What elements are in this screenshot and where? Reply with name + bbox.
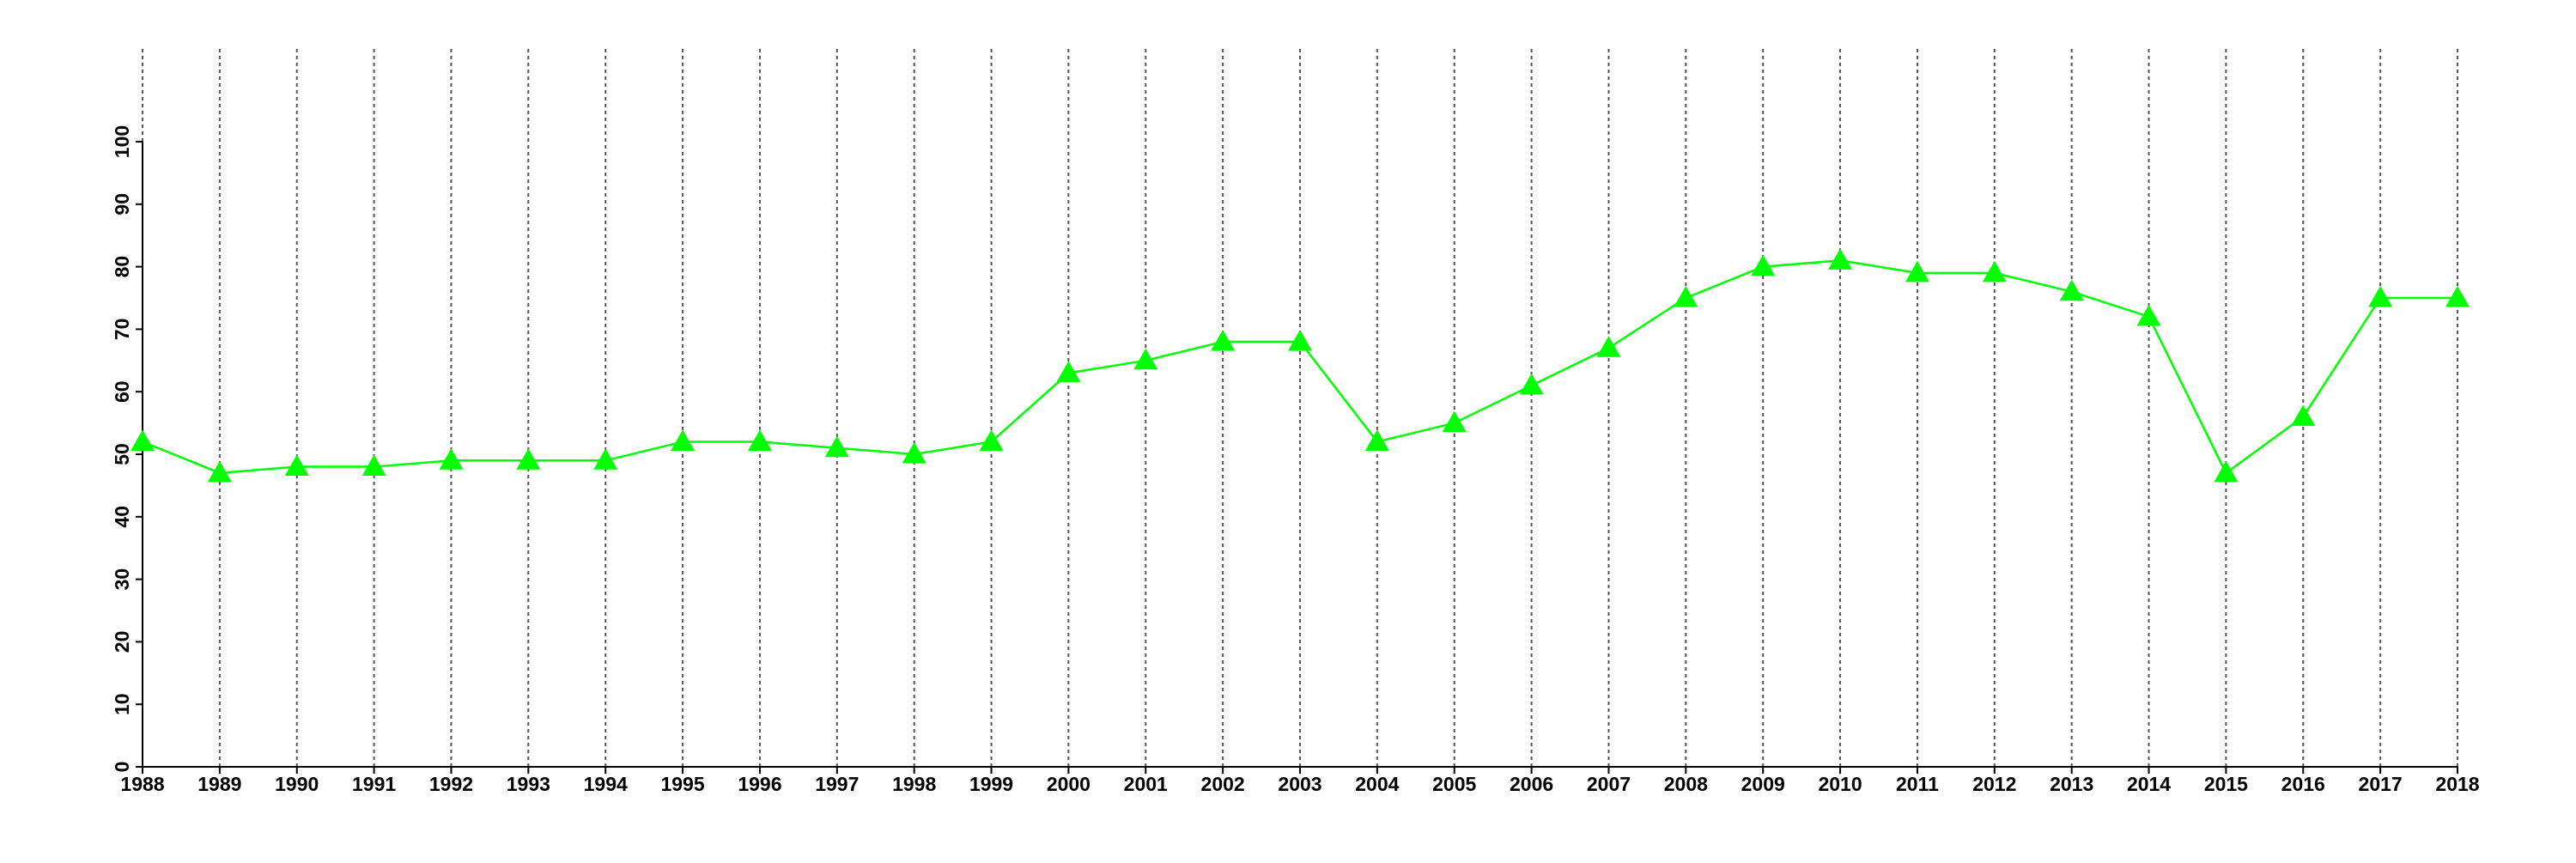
y-tick-label: 40 <box>111 506 133 528</box>
marker <box>2214 460 2239 483</box>
x-tick-label: 2005 <box>1432 773 1476 795</box>
x-tick-label: 2000 <box>1047 773 1091 795</box>
marker <box>361 454 386 477</box>
marker <box>2059 279 2084 301</box>
x-tick-label: 2002 <box>1201 773 1245 795</box>
marker <box>439 448 464 470</box>
y-tick-label: 0 <box>111 762 133 773</box>
marker <box>979 429 1004 451</box>
marker <box>1056 361 1081 382</box>
marker <box>1905 260 1929 283</box>
x-tick-label: 1998 <box>892 773 936 795</box>
marker <box>902 442 927 464</box>
marker <box>1211 329 1236 351</box>
x-tick-label: 2017 <box>2359 773 2403 795</box>
y-tick-label: 60 <box>111 380 133 403</box>
x-tick-label: 1996 <box>738 773 781 795</box>
x-tick-label: 2010 <box>1818 773 1862 795</box>
marker <box>1828 248 1853 270</box>
marker <box>593 448 618 470</box>
x-tick-label: 1997 <box>815 773 859 795</box>
x-tick-label: 2001 <box>1124 773 1168 795</box>
y-tick-label: 50 <box>111 443 133 465</box>
marker <box>2445 286 2470 307</box>
x-tick-label: 1995 <box>660 773 704 795</box>
y-tick-label: 10 <box>111 693 133 715</box>
marker <box>131 429 155 451</box>
x-tick-label: 1988 <box>120 773 164 795</box>
marker <box>1674 286 1698 307</box>
y-tick-label: 80 <box>111 256 133 278</box>
x-tick-label: 2016 <box>2281 773 2325 795</box>
x-tick-label: 2018 <box>2435 773 2479 795</box>
x-tick-label: 1991 <box>352 773 396 795</box>
marker <box>284 454 309 477</box>
y-tick-label: 90 <box>111 193 133 216</box>
x-tick-label: 2011 <box>1896 773 1939 795</box>
marker <box>1133 348 1158 370</box>
x-tick-label: 1994 <box>584 773 628 795</box>
x-tick-label: 2006 <box>1510 773 1553 795</box>
marker <box>1982 260 2007 283</box>
marker <box>2368 286 2393 307</box>
marker <box>671 429 696 451</box>
marker <box>1364 429 1389 451</box>
y-tick-label: 20 <box>111 631 133 653</box>
marker <box>1519 373 1544 395</box>
marker <box>516 448 541 470</box>
x-tick-label: 2013 <box>2050 773 2093 795</box>
x-tick-label: 2007 <box>1587 773 1631 795</box>
x-tick-label: 2014 <box>2127 773 2171 795</box>
x-tick-label: 1993 <box>507 773 550 795</box>
marker <box>2136 304 2161 326</box>
x-tick-label: 2004 <box>1355 773 1399 795</box>
marker <box>824 435 849 458</box>
y-tick-label: 70 <box>111 319 133 341</box>
x-tick-label: 1990 <box>275 773 319 795</box>
x-tick-label: 2015 <box>2204 773 2248 795</box>
x-tick-label: 2003 <box>1278 773 1321 795</box>
x-tick-label: 2009 <box>1741 773 1785 795</box>
marker <box>1751 254 1776 277</box>
marker <box>1596 336 1621 357</box>
marker <box>1288 329 1312 351</box>
x-tick-label: 2012 <box>1972 773 2016 795</box>
x-tick-label: 2008 <box>1664 773 1708 795</box>
x-tick-label: 1992 <box>429 773 473 795</box>
marker <box>1442 410 1467 433</box>
x-tick-label: 1989 <box>197 773 241 795</box>
y-tick-label: 100 <box>111 125 133 158</box>
marker <box>2291 404 2316 426</box>
x-tick-label: 1999 <box>969 773 1013 795</box>
marker <box>207 460 232 483</box>
marker <box>747 429 772 451</box>
y-tick-label: 30 <box>111 568 133 591</box>
